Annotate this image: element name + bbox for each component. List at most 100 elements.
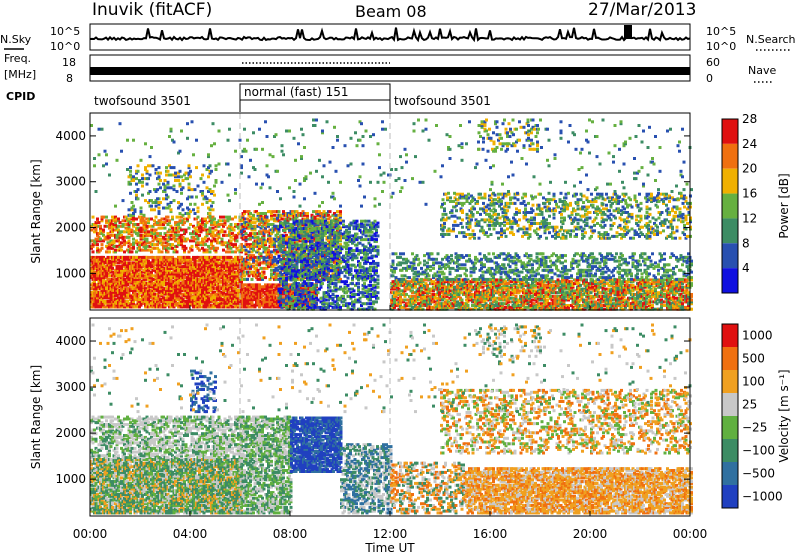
nsky-tick-bottom: 10^0 bbox=[50, 40, 80, 53]
range-cell bbox=[183, 259, 186, 263]
range-cell bbox=[166, 186, 170, 190]
range-cell bbox=[106, 257, 110, 261]
range-cell bbox=[91, 250, 95, 254]
range-cell bbox=[334, 213, 338, 217]
range-cell bbox=[139, 266, 143, 270]
range-cell bbox=[136, 303, 140, 307]
range-cell bbox=[112, 301, 116, 305]
range-cell bbox=[99, 277, 102, 281]
range-cell bbox=[135, 287, 138, 291]
range-cell bbox=[211, 226, 215, 230]
range-cell bbox=[90, 287, 93, 291]
range-cell bbox=[172, 279, 176, 283]
range-cell bbox=[183, 276, 186, 280]
range-cell bbox=[166, 281, 170, 285]
range-cell bbox=[154, 215, 158, 219]
range-cell bbox=[178, 212, 182, 215]
range-cell bbox=[108, 250, 111, 254]
range-cell bbox=[282, 250, 285, 254]
range-cell bbox=[138, 299, 141, 303]
range-cell bbox=[120, 268, 123, 272]
range-cell bbox=[99, 237, 102, 241]
range-cell bbox=[96, 217, 99, 221]
range-cell bbox=[162, 268, 165, 272]
range-cell bbox=[222, 233, 225, 237]
range-cell bbox=[123, 257, 126, 261]
range-cell bbox=[210, 169, 213, 173]
range-cell bbox=[106, 272, 110, 276]
range-cell bbox=[150, 204, 153, 208]
range-cell bbox=[169, 186, 173, 190]
range-cell bbox=[108, 277, 111, 281]
range-cell bbox=[156, 298, 159, 302]
range-cell bbox=[96, 276, 99, 280]
range-cell bbox=[108, 266, 111, 270]
nave-label: Nave bbox=[748, 64, 776, 77]
range-cell bbox=[112, 296, 116, 300]
range-cell bbox=[153, 294, 156, 298]
range-cell bbox=[261, 212, 264, 215]
range-cell bbox=[199, 177, 203, 181]
range-cell bbox=[144, 299, 147, 303]
range-cell bbox=[169, 296, 173, 300]
range-cell bbox=[132, 303, 135, 307]
range-cell bbox=[115, 272, 119, 276]
range-cell bbox=[126, 299, 129, 303]
range-cell bbox=[93, 257, 96, 261]
range-cell bbox=[216, 246, 219, 250]
range-cell bbox=[133, 266, 137, 270]
range-cell bbox=[135, 298, 138, 302]
range-cell bbox=[106, 292, 110, 296]
range-cell bbox=[112, 279, 116, 283]
range-cell bbox=[276, 268, 279, 272]
range-cell bbox=[181, 208, 185, 212]
range-cell bbox=[208, 208, 212, 212]
range-cell bbox=[168, 268, 171, 272]
range-cell bbox=[306, 212, 309, 215]
range-cell bbox=[282, 276, 285, 280]
range-cell bbox=[256, 268, 260, 272]
range-cell bbox=[249, 232, 252, 236]
nsearch-label: N.Search bbox=[746, 33, 796, 46]
range-cell bbox=[145, 263, 149, 267]
range-cell bbox=[162, 288, 165, 292]
range-cell bbox=[144, 287, 147, 291]
range-cell bbox=[207, 237, 210, 241]
range-cell bbox=[118, 292, 122, 296]
range-cell bbox=[165, 255, 168, 259]
range-cell bbox=[180, 175, 183, 179]
range-cell bbox=[138, 298, 141, 302]
range-cell bbox=[141, 281, 144, 285]
range-cell bbox=[138, 268, 141, 272]
range-cell bbox=[229, 239, 233, 243]
range-cell bbox=[183, 221, 186, 225]
range-cell bbox=[187, 296, 191, 300]
range-cell bbox=[99, 303, 102, 307]
range-cell bbox=[132, 237, 135, 241]
range-cell bbox=[145, 237, 149, 241]
range-cell bbox=[150, 279, 153, 283]
range-cell bbox=[141, 287, 144, 291]
range-cell bbox=[144, 298, 147, 302]
range-cell bbox=[145, 303, 149, 307]
beam-title: Beam 08 bbox=[355, 2, 427, 21]
range-cell bbox=[193, 188, 197, 192]
range-cell bbox=[282, 304, 285, 307]
range-cell bbox=[91, 268, 95, 272]
range-cell bbox=[162, 301, 165, 305]
range-cell bbox=[189, 272, 192, 276]
range-cell bbox=[139, 257, 143, 261]
range-cell bbox=[241, 248, 245, 252]
range-cell bbox=[157, 166, 161, 170]
range-cell bbox=[223, 241, 227, 245]
range-cell bbox=[288, 228, 291, 232]
range-cell bbox=[229, 235, 233, 239]
range-cell bbox=[196, 241, 200, 245]
range-cell bbox=[246, 277, 249, 281]
range-cell bbox=[124, 296, 128, 300]
range-cell bbox=[145, 301, 149, 305]
range-cell bbox=[193, 212, 197, 215]
range-cell bbox=[135, 305, 138, 309]
range-cell bbox=[169, 276, 173, 280]
range-cell bbox=[147, 270, 150, 274]
